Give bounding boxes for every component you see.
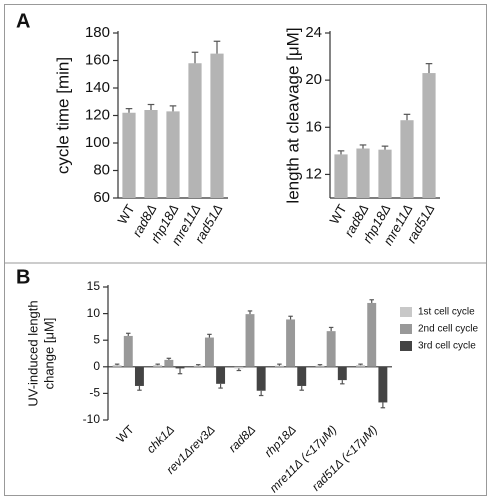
- y-tick-label: 24: [305, 24, 322, 41]
- bar: [122, 112, 136, 198]
- y-tick-label: 180: [85, 24, 110, 41]
- bar: [337, 366, 347, 381]
- y-tick-label: 140: [85, 79, 110, 96]
- y-axis-label: cycle time [min]: [53, 57, 72, 174]
- bar: [297, 366, 307, 386]
- bar: [144, 110, 158, 198]
- panel-label: B: [16, 266, 30, 288]
- bar: [166, 111, 180, 198]
- y-tick-label: 12: [305, 165, 322, 182]
- y-tick-label: 15: [87, 279, 101, 293]
- bar: [378, 149, 392, 198]
- panel-label: A: [16, 10, 30, 32]
- y-tick-label: 5: [93, 332, 100, 346]
- bar: [274, 365, 284, 367]
- bar: [326, 331, 336, 367]
- y-tick-label: 16: [305, 118, 322, 135]
- bar: [153, 365, 163, 367]
- bar: [367, 302, 377, 367]
- bar: [164, 359, 174, 367]
- y-axis-label: length at cleavage [μM]: [283, 27, 302, 203]
- y-tick-label: -5: [89, 386, 100, 400]
- legend-swatch: [400, 324, 412, 334]
- bar: [134, 366, 144, 386]
- bar: [378, 366, 388, 403]
- y-axis-label: change [μM]: [41, 318, 56, 390]
- y-tick-label: 10: [87, 306, 101, 320]
- bar: [210, 53, 224, 198]
- legend-swatch: [400, 307, 412, 317]
- y-tick-label: 100: [85, 134, 110, 151]
- y-tick-label: -10: [83, 412, 101, 426]
- bar: [334, 154, 348, 198]
- bar: [400, 120, 414, 198]
- legend-label: 2nd cell cycle: [418, 324, 478, 335]
- x-tick-label: rhp18Δ: [262, 422, 299, 459]
- legend-label: 3rd cell cycle: [418, 341, 476, 352]
- bar: [175, 366, 185, 369]
- bar: [123, 335, 133, 367]
- legend-swatch: [400, 341, 412, 351]
- y-tick-label: 60: [93, 189, 110, 206]
- bar: [356, 148, 370, 198]
- y-tick-label: 160: [85, 51, 110, 68]
- y-tick-label: 0: [93, 359, 100, 373]
- bar: [234, 366, 244, 369]
- y-tick-label: 20: [305, 71, 322, 88]
- bar: [216, 366, 226, 384]
- y-tick-label: 80: [93, 161, 110, 178]
- x-tick-label: rad8Δ: [226, 422, 259, 455]
- y-tick-label: 120: [85, 106, 110, 123]
- bar: [256, 366, 266, 391]
- bar: [188, 63, 202, 198]
- bar: [112, 365, 122, 367]
- x-tick-label: WT: [114, 422, 138, 446]
- bar: [286, 319, 296, 367]
- bar: [422, 73, 436, 198]
- bar: [245, 314, 255, 367]
- legend-label: 1st cell cycle: [418, 307, 475, 318]
- bar: [315, 365, 325, 367]
- bar: [193, 365, 203, 367]
- frame: [4, 4, 487, 496]
- bar: [356, 365, 366, 367]
- x-tick-label: chk1Δ: [144, 422, 178, 456]
- y-axis-label: UV-induced length: [25, 300, 40, 406]
- bar: [204, 337, 214, 367]
